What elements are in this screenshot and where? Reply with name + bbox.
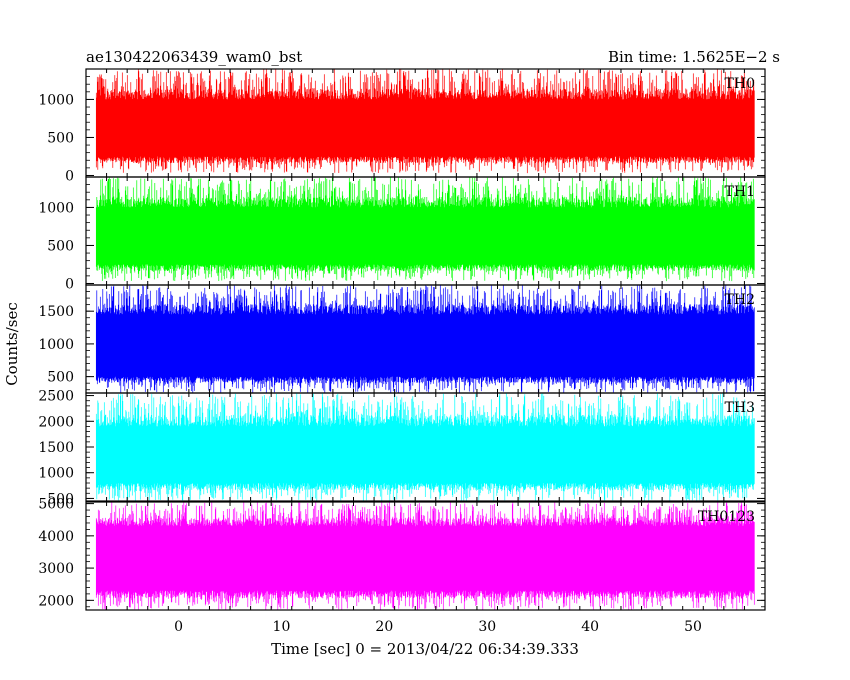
- y-tick-label: 3000: [38, 561, 74, 577]
- series-line-th3: [95, 393, 755, 501]
- chart-title-right: Bin time: 1.5625E−2 s: [608, 48, 780, 66]
- x-tick-label: 40: [581, 619, 599, 635]
- panel-label: TH2: [725, 292, 755, 308]
- y-tick-label: 1500: [38, 440, 74, 456]
- x-axis-title: Time [sec] 0 = 2013/04/22 06:34:39.333: [271, 640, 579, 658]
- panel-label: TH1: [725, 184, 755, 200]
- y-tick-label: 500: [47, 238, 74, 254]
- series-line-th1: [95, 177, 755, 282]
- series-line-th0: [95, 69, 755, 174]
- y-tick-label: 500: [47, 491, 74, 507]
- y-tick-label: 5000: [38, 497, 74, 513]
- y-tick-label: 1000: [38, 92, 74, 108]
- panel-label: TH3: [725, 400, 755, 416]
- y-tick-label: 0: [65, 276, 74, 292]
- x-tick-label: 30: [478, 619, 496, 635]
- y-tick-label: 0: [65, 168, 74, 184]
- series-line-th2: [95, 285, 755, 393]
- y-tick-label: 2000: [38, 593, 74, 609]
- x-tick-label: 10: [273, 619, 291, 635]
- panel-frame: [85, 501, 766, 611]
- panel-th0: 0 500 1000 TH0: [38, 68, 766, 184]
- y-tick-label: 1000: [38, 466, 74, 482]
- panel-th2: 500 1000 1500 TH2: [38, 284, 766, 394]
- panel-label: TH0: [725, 76, 755, 92]
- series-line-th0123: [95, 502, 755, 610]
- y-tick-label: 2000: [38, 414, 74, 430]
- x-tick-label: 0: [174, 619, 183, 635]
- x-tick-label: 50: [684, 619, 702, 635]
- chart-title-left: ae130422063439_wam0_bst: [86, 48, 302, 66]
- panel-th0123: 2000 3000 4000 5000 TH0123: [38, 497, 766, 611]
- y-tick-label: 1500: [38, 304, 74, 320]
- y-tick-label: 500: [47, 370, 74, 386]
- y-tick-label: 1000: [38, 200, 74, 216]
- x-tick-label: 20: [375, 619, 393, 635]
- y-tick-label: 4000: [38, 529, 74, 545]
- y-axis-title: Counts/sec: [3, 302, 21, 386]
- y-tick-label: 2500: [38, 389, 74, 405]
- panel-th1: 0 500 1000 TH1: [38, 176, 766, 292]
- panel-th3: 500 1000 1500 2000 2500 TH3: [38, 389, 766, 507]
- panel-label: TH0123: [698, 509, 755, 525]
- y-tick-label: 500: [47, 130, 74, 146]
- panels-group: 05001000TH005001000TH150010001500TH25001…: [38, 68, 766, 635]
- y-tick-label: 1000: [38, 337, 74, 353]
